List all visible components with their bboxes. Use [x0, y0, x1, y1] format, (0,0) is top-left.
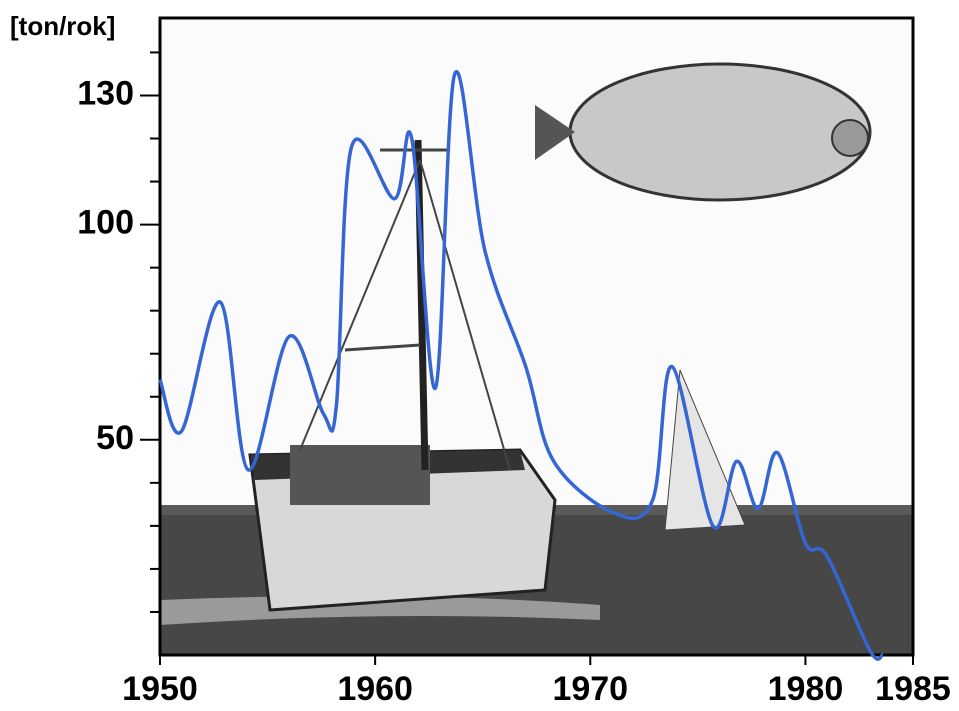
x-tick-label: 1970	[552, 670, 628, 708]
x-tick-label: 1950	[122, 670, 198, 708]
x-tick-label: 1985	[875, 670, 951, 708]
x-tick-label: 1960	[337, 670, 413, 708]
y-tick-label: 130	[77, 74, 134, 112]
chart: [ton/rok] 50 100 130 1950 1960 1970 1980 1985	[0, 0, 959, 711]
y-axis-label: [ton/rok]	[10, 11, 115, 41]
y-tick-label: 100	[77, 204, 134, 242]
y-tick-label: 50	[96, 419, 134, 457]
x-tick-label: 1980	[768, 670, 844, 708]
background-photo	[160, 18, 913, 655]
